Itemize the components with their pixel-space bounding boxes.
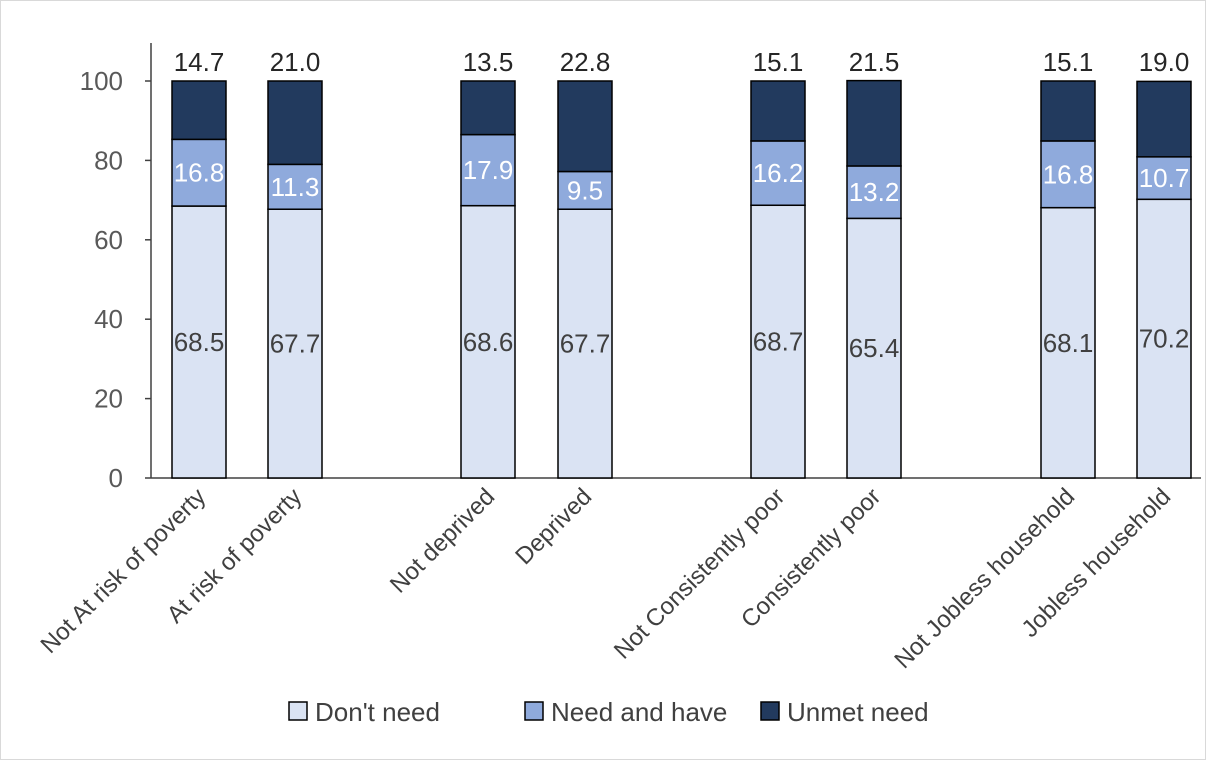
data-label: 16.2 <box>753 158 804 188</box>
bar-segment <box>846 165 902 220</box>
data-label: 13.5 <box>463 47 514 77</box>
data-label: 68.6 <box>463 327 514 357</box>
bar-segment <box>557 80 613 173</box>
data-label: 11.3 <box>271 172 320 202</box>
y-tick-label: 100 <box>80 66 123 96</box>
data-label: 14.7 <box>174 47 225 77</box>
data-label: 17.9 <box>463 155 514 185</box>
data-label: 22.8 <box>560 47 611 77</box>
category-label: Not Jobless household <box>889 483 1080 674</box>
bar-segment <box>171 80 227 141</box>
data-label: 13.2 <box>849 177 900 207</box>
legend-swatch <box>524 701 544 721</box>
bar-segment <box>1040 206 1096 479</box>
bar-segment <box>557 170 613 210</box>
legend: Don't need Need and have Unmet need <box>288 697 929 727</box>
y-tick-label: 60 <box>94 225 123 255</box>
data-label: 67.7 <box>270 329 321 359</box>
data-label: 15.1 <box>1043 47 1094 77</box>
legend-label: Need and have <box>551 697 727 727</box>
bar-segment <box>267 208 323 479</box>
data-label: 16.8 <box>174 158 225 188</box>
data-label: 19.0 <box>1139 47 1190 77</box>
bars <box>171 79 1192 479</box>
data-label: 67.7 <box>560 329 611 359</box>
data-label: 10.7 <box>1139 163 1190 193</box>
data-label: 70.2 <box>1139 324 1190 354</box>
data-label: 21.0 <box>270 47 321 77</box>
bar-segment <box>846 79 902 167</box>
bar-segment <box>750 140 806 207</box>
data-label: 15.1 <box>753 47 804 77</box>
category-label: Not Consistently poor <box>609 483 790 664</box>
bar-segment <box>750 204 806 479</box>
y-tick-label: 80 <box>94 145 123 175</box>
data-label: 16.8 <box>1043 159 1094 189</box>
bar-segment <box>1040 80 1096 142</box>
y-axis: 0 20 40 60 80 100 <box>80 43 152 493</box>
bar-segment <box>1136 198 1192 479</box>
bar-segment <box>460 133 516 207</box>
y-tick-label: 0 <box>109 463 123 493</box>
data-labels: 68.5 16.8 14.7 67.7 11.3 21.0 68.6 17.9 13.5 67.7… <box>174 47 1190 363</box>
data-label: 9.5 <box>567 175 603 205</box>
bar-segment <box>750 80 806 142</box>
bar-segment <box>267 80 323 166</box>
bar-segment <box>460 80 516 136</box>
y-tick-label: 20 <box>94 384 123 414</box>
data-label: 68.7 <box>753 327 804 357</box>
category-label: Deprived <box>510 483 597 570</box>
legend-swatch <box>760 701 780 721</box>
bar-segment <box>1136 156 1192 201</box>
bar-segment <box>267 163 323 210</box>
bar-segment <box>1136 80 1192 158</box>
data-label: 21.5 <box>849 47 900 77</box>
legend-label: Unmet need <box>787 697 929 727</box>
y-tick-label: 40 <box>94 304 123 334</box>
data-label: 65.4 <box>849 333 900 363</box>
category-label: Not deprived <box>385 483 500 598</box>
bar-segment <box>171 138 227 207</box>
legend-label: Don't need <box>315 697 440 727</box>
bar-segment <box>1040 140 1096 209</box>
data-label: 68.5 <box>174 327 225 357</box>
data-label: 68.1 <box>1043 328 1094 358</box>
bar-segment <box>460 204 516 479</box>
category-label: Not At risk of poverty <box>36 483 212 659</box>
legend-swatch <box>288 701 308 721</box>
bar-segment <box>171 205 227 479</box>
